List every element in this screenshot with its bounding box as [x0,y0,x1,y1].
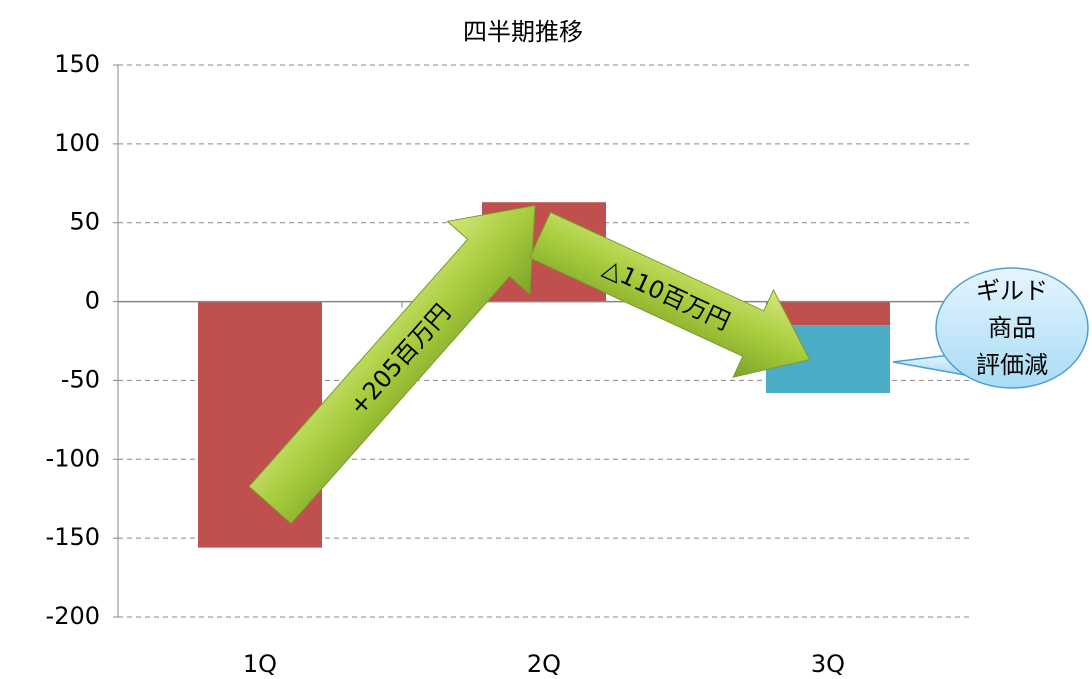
y-tick-label: 100 [54,129,100,157]
chart-title: 四半期推移 [463,18,583,46]
bar [766,301,890,326]
y-tick-label: -200 [46,602,100,630]
callout-text: 評価減 [976,351,1048,379]
y-tick-label: -150 [46,523,100,551]
plot-area: -200 -150 -100 -50 0 50 100 150 1Q 2Q 3Q [46,50,970,678]
callout: ギルド 商品 評価減 [892,267,1089,389]
x-tick-label: 3Q [811,650,845,678]
x-tick-label: 1Q [243,650,277,678]
y-tick-label: -50 [61,365,100,393]
callout-text: ギルド [976,277,1048,305]
y-tick-label: 50 [69,208,100,236]
callout-text: 商品 [988,314,1036,342]
x-tick-label: 2Q [527,650,561,678]
y-tick-label: 0 [85,287,100,315]
y-tick-label: 150 [54,50,100,78]
y-tick-label: -100 [46,444,100,472]
